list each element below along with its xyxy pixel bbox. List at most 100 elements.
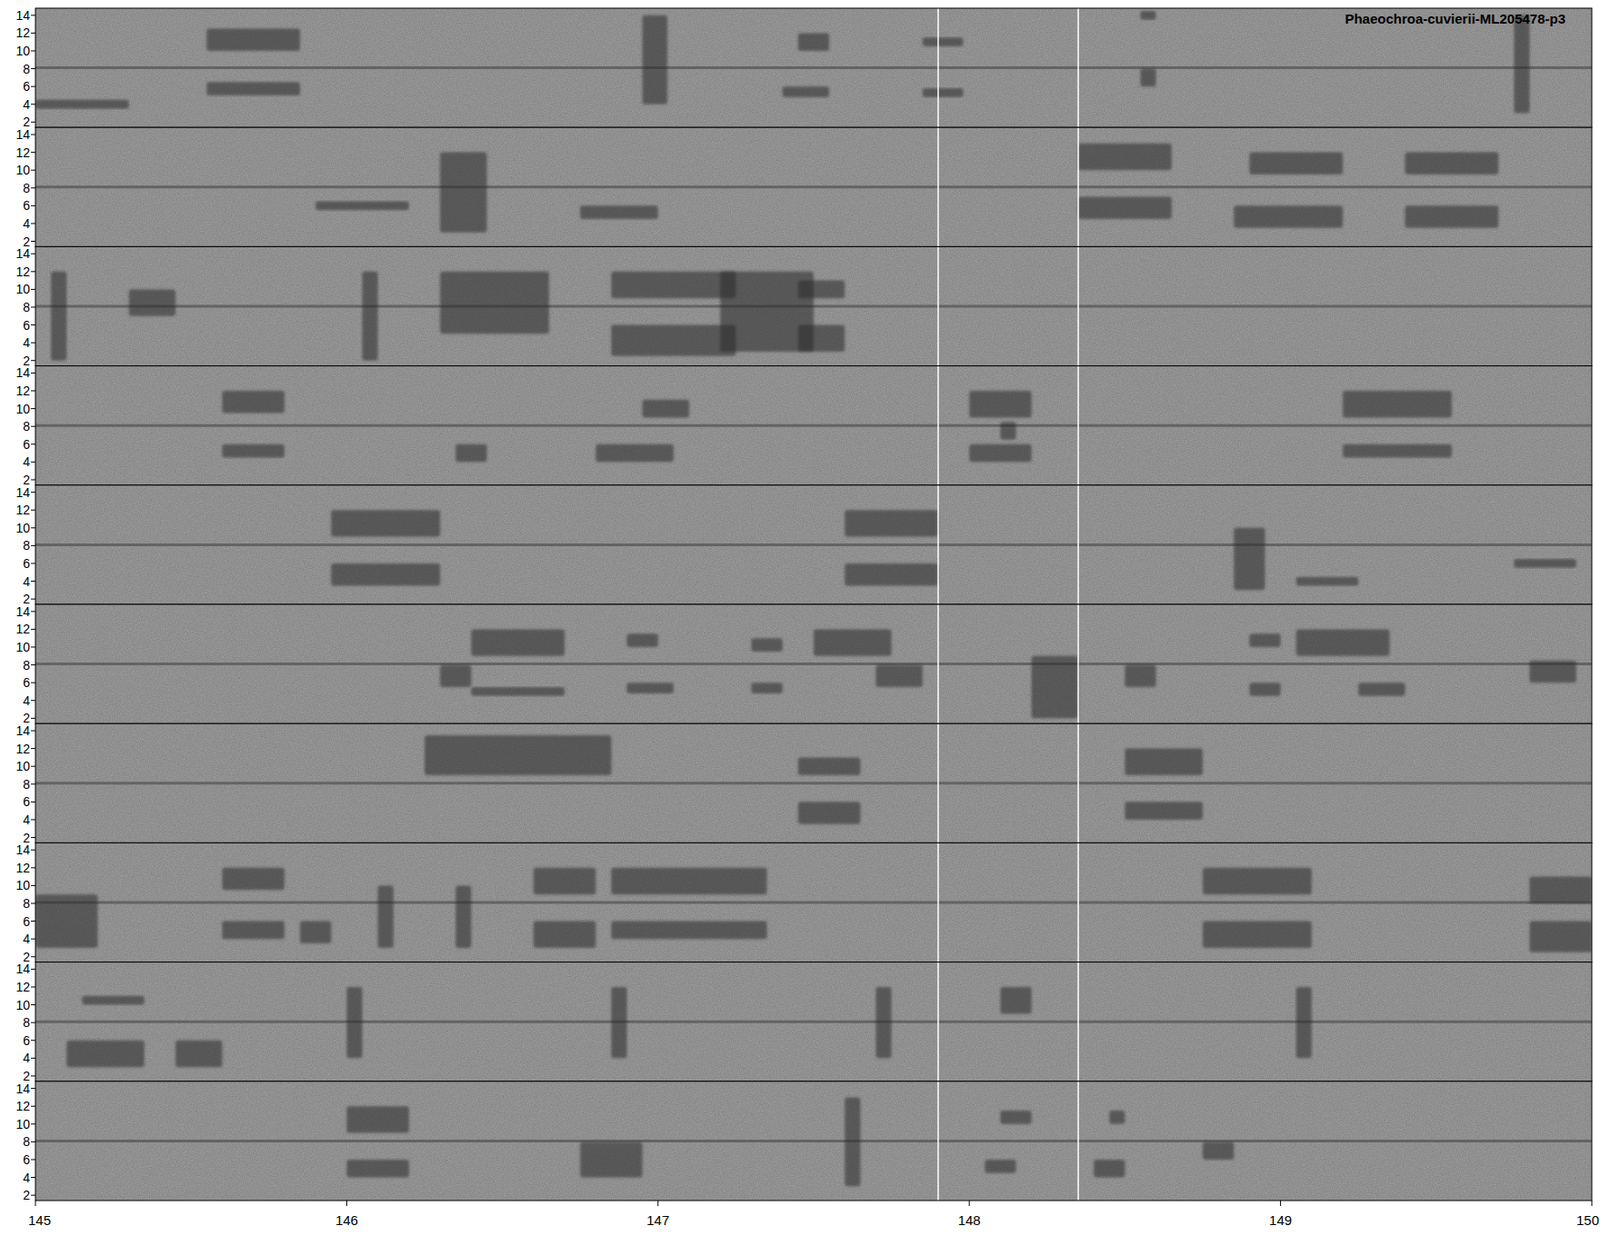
call-note — [1000, 1110, 1031, 1125]
y-tick — [30, 479, 36, 480]
y-tick — [30, 1123, 36, 1125]
panel: 2468101214 — [15, 723, 1592, 845]
y-tick — [30, 222, 36, 224]
call-note — [470, 687, 565, 697]
noise-band — [35, 662, 1592, 666]
panel-marks — [35, 962, 1592, 1082]
y-tick — [30, 342, 36, 344]
y-tick-label: 6 — [22, 556, 30, 571]
panel: 2468101214 — [15, 604, 1592, 726]
call-note — [1342, 444, 1452, 459]
y-tick — [30, 664, 36, 666]
call-note — [844, 510, 939, 537]
panel-background — [35, 604, 1592, 724]
panel: 2468101214 — [15, 8, 1592, 130]
call-note — [610, 987, 627, 1059]
call-note — [440, 152, 487, 233]
call-note — [610, 921, 767, 940]
call-note — [221, 868, 284, 890]
call-note — [455, 444, 487, 463]
call-note — [1233, 205, 1343, 228]
call-note — [424, 735, 611, 776]
call-note — [1513, 559, 1576, 569]
y-tick — [30, 510, 36, 511]
y-tick — [30, 837, 36, 839]
call-note — [1296, 629, 1390, 656]
call-note — [221, 444, 284, 459]
y-tick — [30, 885, 36, 887]
y-tick — [30, 1058, 36, 1060]
x-tick — [1280, 1200, 1281, 1207]
x-tick — [657, 1200, 659, 1207]
y-tick — [30, 610, 36, 612]
y-tick-label: 12 — [15, 1099, 30, 1114]
x-tick — [35, 1200, 37, 1207]
y-tick-label: 14 — [15, 246, 30, 261]
call-note — [610, 325, 736, 357]
y-tick — [30, 956, 36, 958]
call-note — [129, 289, 176, 316]
y-tick — [30, 372, 36, 374]
call-note — [1124, 665, 1156, 688]
call-note — [1140, 69, 1157, 88]
time-marker — [1077, 842, 1080, 962]
call-note — [470, 629, 565, 656]
y-tick-label: 6 — [22, 675, 30, 690]
panel: 2468101214 — [15, 485, 1592, 607]
y-tick-label: 14 — [15, 961, 30, 977]
time-marker — [1077, 1081, 1080, 1201]
y-tick-label: 4 — [22, 97, 30, 112]
y-tick — [30, 1022, 36, 1024]
y-tick — [30, 50, 36, 51]
y-tick — [30, 920, 36, 922]
call-note — [50, 271, 67, 361]
call-note — [875, 987, 891, 1059]
y-tick-label: 6 — [22, 437, 30, 452]
noise-band — [35, 1140, 1592, 1143]
panel-frame — [35, 1081, 1592, 1201]
noise-band — [35, 901, 1592, 905]
y-tick-label: 12 — [15, 25, 30, 40]
call-note — [1296, 577, 1359, 587]
time-marker — [937, 8, 940, 128]
call-note — [1140, 10, 1157, 20]
y-tick — [30, 1004, 36, 1006]
y-tick-label: 12 — [15, 502, 30, 518]
panel-background — [35, 366, 1592, 486]
call-note — [1530, 921, 1592, 953]
panel: 2468101214 — [15, 365, 1592, 487]
panel-marks — [35, 485, 1592, 605]
y-tick — [30, 748, 36, 750]
y-tick-label: 14 — [15, 485, 30, 500]
y-tick-label: 8 — [22, 1015, 30, 1030]
time-marker — [937, 246, 940, 366]
y-tick-label: 8 — [22, 896, 30, 911]
time-marker — [1077, 366, 1080, 486]
y-tick — [30, 32, 36, 34]
call-note — [1249, 633, 1280, 648]
panel: 2468101214 — [15, 246, 1592, 368]
y-tick-label: 8 — [22, 658, 30, 673]
y-tick-label: 8 — [22, 419, 30, 434]
call-note — [1202, 1141, 1234, 1160]
y-tick-label: 12 — [15, 741, 30, 757]
call-note — [206, 29, 300, 51]
y-tick-label: 10 — [15, 281, 30, 297]
title: Phaeochroa-cuvierii-ML205478-p3 — [1344, 10, 1566, 27]
panel-marks — [35, 1081, 1592, 1201]
panel-background — [35, 842, 1592, 962]
y-tick-label: 12 — [15, 145, 30, 160]
y-tick — [30, 426, 36, 428]
call-note — [206, 81, 300, 96]
panel-background — [35, 485, 1592, 605]
y-tick — [30, 629, 36, 630]
call-note — [642, 15, 668, 105]
call-note — [1405, 152, 1500, 175]
y-tick-label: 10 — [15, 520, 30, 536]
call-note — [455, 885, 471, 949]
panel-noise — [35, 127, 1592, 247]
panel-frame — [35, 723, 1592, 843]
panel-marks — [35, 723, 1592, 843]
call-note — [1530, 660, 1577, 683]
time-marker — [1077, 604, 1080, 724]
